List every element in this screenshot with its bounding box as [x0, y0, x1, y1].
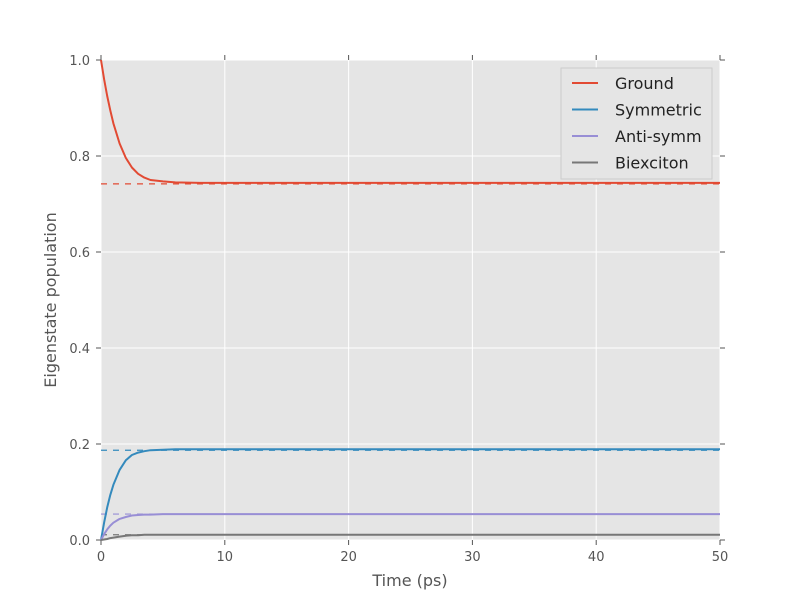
series-line [100, 448, 720, 541]
x-tick-label: 0 [97, 550, 105, 565]
series-lines [100, 59, 720, 541]
x-tick-label: 30 [464, 550, 481, 565]
y-tick-label: 0.4 [69, 342, 90, 357]
y-tick-label: 0.0 [69, 534, 90, 549]
x-tick-label: 20 [340, 550, 357, 565]
legend: Ground Symmetric Anti-symm Biexciton [560, 67, 713, 180]
legend-label: Ground [615, 74, 674, 93]
series-line [100, 533, 720, 541]
y-axis-label: Eigenstate population [41, 212, 60, 387]
legend-box [560, 67, 713, 180]
legend-label: Symmetric [615, 101, 702, 120]
series-line [100, 513, 720, 541]
x-tick-label: 50 [712, 550, 729, 565]
y-tick-label: 0.2 [69, 438, 90, 453]
x-tick-label: 40 [588, 550, 605, 565]
x-tick-label: 10 [217, 550, 234, 565]
axis-ticks [96, 55, 725, 545]
y-tick-label: 1.0 [69, 54, 90, 69]
legend-label: Anti-symm [615, 127, 702, 146]
legend-label: Biexciton [615, 154, 689, 173]
tick-labels: 0 10 20 30 40 50 0.0 0.2 0.4 0.6 0.8 1.0 [69, 54, 728, 565]
y-tick-label: 0.6 [69, 246, 90, 261]
y-tick-label: 0.8 [69, 150, 90, 165]
series-line [100, 59, 720, 184]
x-axis-label: Time (ps) [371, 571, 447, 590]
